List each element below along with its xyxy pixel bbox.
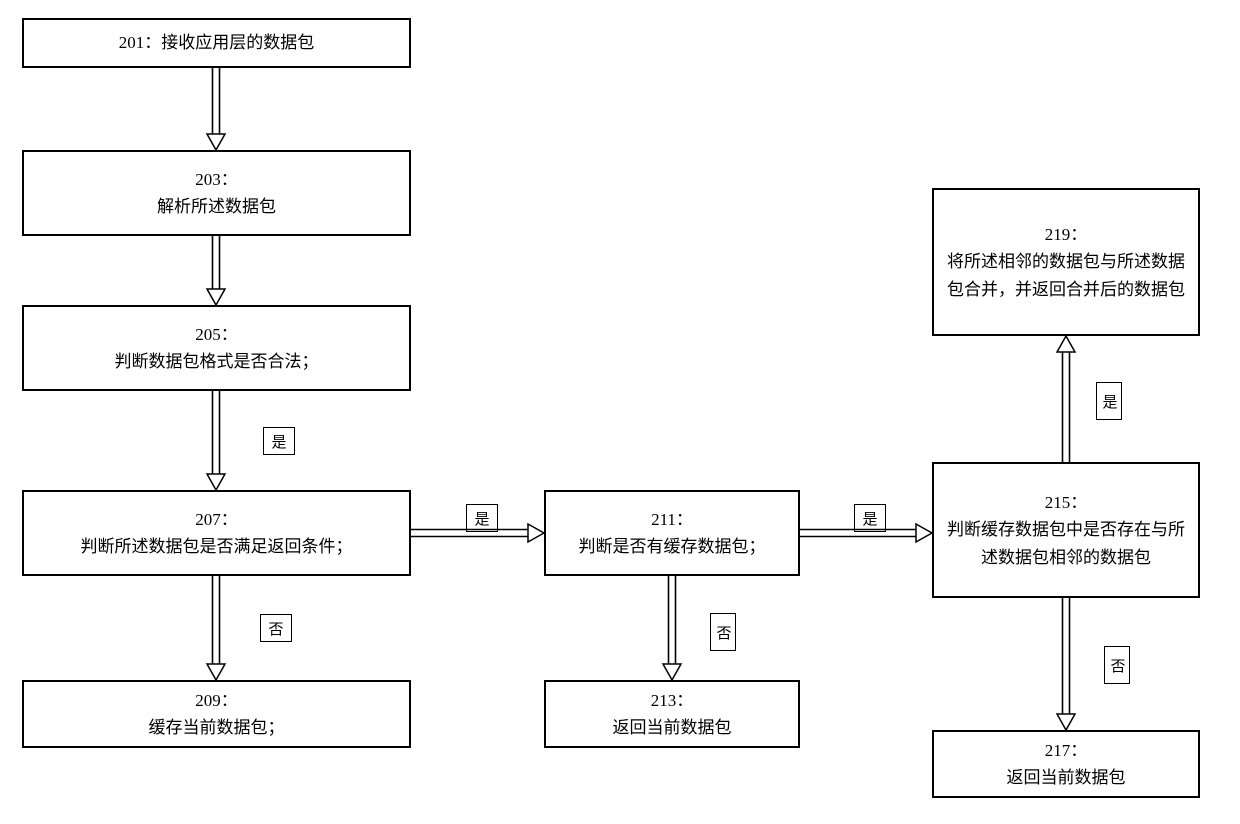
edge-label-yes: 是: [466, 504, 498, 532]
node-number: 215：: [1045, 493, 1088, 512]
edge-label-no: 否: [710, 613, 736, 651]
label-text: 否: [268, 618, 283, 639]
edge-label-no: 否: [1104, 646, 1130, 684]
node-number: 203：: [195, 170, 238, 189]
node-text: 判断所述数据包是否满足返回条件；: [81, 537, 353, 556]
node-text: 判断缓存数据包中是否存在与所述数据包相邻的数据包: [947, 520, 1185, 566]
node-201: 201：接收应用层的数据包: [22, 18, 411, 68]
node-205: 205： 判断数据包格式是否合法；: [22, 305, 411, 391]
edge-label-yes: 是: [854, 504, 886, 532]
node-number: 201：: [119, 33, 162, 52]
node-213: 213： 返回当前数据包: [544, 680, 800, 748]
label-text: 否: [713, 625, 734, 640]
node-217: 217： 返回当前数据包: [932, 730, 1200, 798]
node-number: 207：: [195, 510, 238, 529]
node-209: 209： 缓存当前数据包；: [22, 680, 411, 748]
node-text: 接收应用层的数据包: [161, 33, 314, 52]
label-text: 是: [1099, 394, 1120, 409]
label-text: 否: [1107, 658, 1128, 673]
label-text: 是: [862, 508, 877, 529]
node-text: 判断数据包格式是否合法；: [115, 352, 319, 371]
edge-label-no: 否: [260, 614, 292, 642]
node-215: 215： 判断缓存数据包中是否存在与所述数据包相邻的数据包: [932, 462, 1200, 598]
node-number: 217：: [1045, 741, 1088, 760]
node-211: 211： 判断是否有缓存数据包；: [544, 490, 800, 576]
node-text: 将所述相邻的数据包与所述数据包合并，并返回合并后的数据包: [947, 252, 1185, 298]
node-text: 解析所述数据包: [157, 197, 276, 216]
node-number: 219：: [1045, 225, 1088, 244]
node-text: 返回当前数据包: [613, 718, 732, 737]
edge-label-yes: 是: [263, 427, 295, 455]
label-text: 是: [271, 431, 286, 452]
node-text: 判断是否有缓存数据包；: [579, 537, 766, 556]
node-203: 203： 解析所述数据包: [22, 150, 411, 236]
label-text: 是: [474, 508, 489, 529]
node-number: 205：: [195, 325, 238, 344]
node-text: 缓存当前数据包；: [149, 718, 285, 737]
node-207: 207： 判断所述数据包是否满足返回条件；: [22, 490, 411, 576]
node-text: 返回当前数据包: [1007, 768, 1126, 787]
node-number: 213：: [651, 691, 694, 710]
node-number: 209：: [195, 691, 238, 710]
edge-label-yes: 是: [1096, 382, 1122, 420]
node-number: 211：: [651, 510, 693, 529]
node-219: 219： 将所述相邻的数据包与所述数据包合并，并返回合并后的数据包: [932, 188, 1200, 336]
